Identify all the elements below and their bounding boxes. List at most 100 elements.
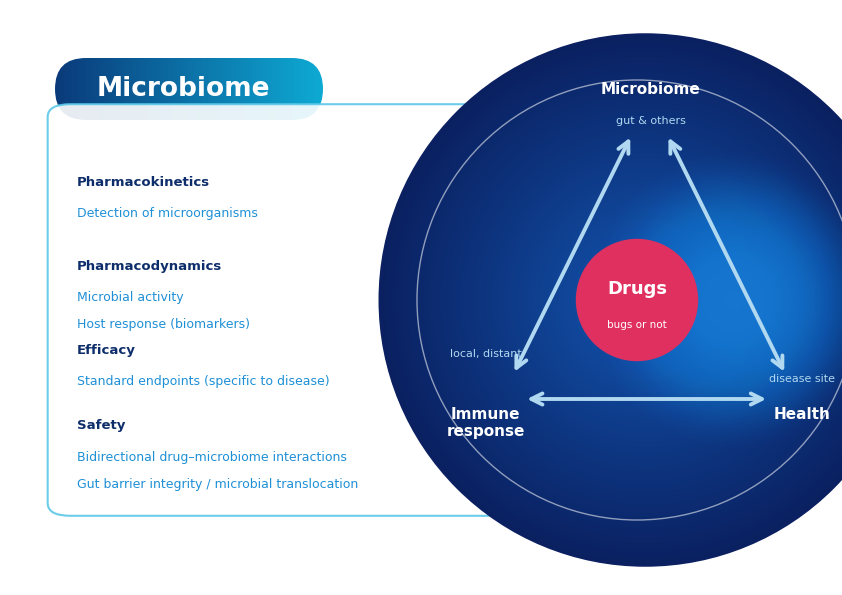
Ellipse shape [674,242,792,359]
Ellipse shape [599,253,691,346]
Ellipse shape [427,82,842,519]
Text: Standard endpoints (specific to disease): Standard endpoints (specific to disease) [77,375,329,388]
Text: Safety: Safety [77,419,125,432]
Ellipse shape [535,190,755,411]
Text: Microbiome: Microbiome [601,82,701,96]
Ellipse shape [517,172,773,428]
Ellipse shape [717,284,749,316]
Ellipse shape [407,62,842,538]
Ellipse shape [728,295,738,305]
Ellipse shape [528,183,763,417]
Text: Drugs: Drugs [607,280,667,298]
Text: Pharmacokinetics: Pharmacokinetics [77,176,210,189]
Ellipse shape [424,80,842,521]
Ellipse shape [507,161,784,439]
Circle shape [577,240,697,361]
Ellipse shape [488,143,802,456]
Ellipse shape [709,276,757,324]
Ellipse shape [579,234,711,366]
Ellipse shape [419,74,842,526]
Ellipse shape [515,170,775,430]
Ellipse shape [608,262,683,337]
Ellipse shape [640,295,651,305]
Ellipse shape [487,142,803,458]
Ellipse shape [435,90,842,510]
Ellipse shape [456,111,834,488]
Ellipse shape [477,131,814,469]
Text: disease site: disease site [769,374,835,384]
Text: Bidirectional drug–microbiome interactions: Bidirectional drug–microbiome interactio… [77,450,347,464]
Ellipse shape [562,217,729,384]
Text: Pharmacodynamics: Pharmacodynamics [77,259,222,273]
Ellipse shape [469,124,821,476]
Ellipse shape [392,48,842,553]
Ellipse shape [624,278,667,321]
Ellipse shape [432,87,842,513]
Ellipse shape [629,196,837,404]
Ellipse shape [585,240,706,361]
Ellipse shape [461,115,830,485]
Ellipse shape [439,94,842,506]
Ellipse shape [677,244,789,356]
Text: Efficacy: Efficacy [77,343,136,356]
Ellipse shape [453,108,837,492]
Ellipse shape [498,152,793,447]
Ellipse shape [583,238,707,362]
Ellipse shape [509,163,782,437]
Ellipse shape [560,215,731,386]
Ellipse shape [571,226,720,375]
Ellipse shape [722,289,744,311]
Ellipse shape [503,158,787,442]
Ellipse shape [635,201,832,399]
Ellipse shape [384,39,842,562]
Ellipse shape [466,120,825,480]
Ellipse shape [459,113,832,487]
Ellipse shape [731,298,736,303]
Ellipse shape [637,291,654,309]
Ellipse shape [633,287,658,312]
Ellipse shape [434,89,842,512]
Ellipse shape [413,67,842,533]
Ellipse shape [526,181,765,419]
Ellipse shape [408,64,842,537]
Ellipse shape [601,255,690,345]
Ellipse shape [688,255,779,345]
Ellipse shape [379,33,842,567]
Ellipse shape [647,215,818,386]
Text: local, distant: local, distant [450,349,522,359]
Ellipse shape [464,118,827,481]
Ellipse shape [695,262,770,337]
Ellipse shape [704,271,763,330]
Ellipse shape [533,188,757,412]
Ellipse shape [494,149,797,451]
Ellipse shape [437,92,842,508]
Ellipse shape [672,239,795,361]
Ellipse shape [416,71,842,530]
Ellipse shape [631,286,659,314]
Ellipse shape [411,65,842,535]
Ellipse shape [569,224,722,377]
Ellipse shape [446,101,842,499]
Ellipse shape [555,209,736,391]
Ellipse shape [669,236,797,364]
Ellipse shape [632,199,834,402]
Ellipse shape [643,298,647,302]
Ellipse shape [547,202,743,398]
Ellipse shape [531,186,759,414]
Ellipse shape [594,249,697,352]
Ellipse shape [626,280,665,320]
Ellipse shape [398,53,842,547]
Ellipse shape [595,250,695,350]
Ellipse shape [619,185,842,415]
Ellipse shape [567,222,723,378]
Ellipse shape [638,293,653,307]
Ellipse shape [635,289,656,311]
Ellipse shape [720,287,747,314]
Ellipse shape [523,177,768,422]
Ellipse shape [627,282,663,318]
Text: bugs or not: bugs or not [607,320,667,330]
Ellipse shape [622,277,669,323]
Ellipse shape [387,42,842,558]
Ellipse shape [467,122,823,478]
Ellipse shape [615,270,675,330]
